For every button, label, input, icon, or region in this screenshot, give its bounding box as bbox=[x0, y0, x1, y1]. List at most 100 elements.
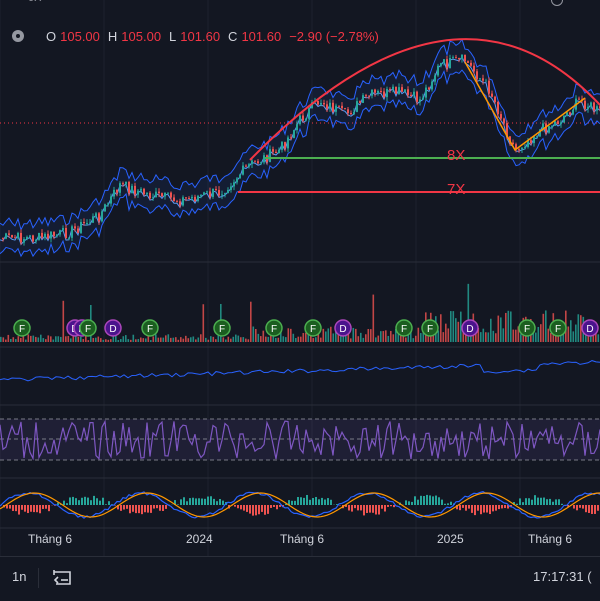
volume-bar bbox=[238, 336, 240, 342]
candle-body bbox=[23, 239, 25, 242]
candle-body bbox=[476, 71, 478, 79]
candle-body bbox=[194, 197, 196, 201]
volume-bar bbox=[8, 335, 10, 342]
volume-bar bbox=[298, 337, 300, 342]
volume-bar bbox=[38, 337, 40, 342]
volume-bar bbox=[438, 330, 440, 342]
volume-bar bbox=[168, 334, 170, 342]
candle-body bbox=[221, 195, 223, 196]
candle-body bbox=[173, 197, 175, 201]
candle-body bbox=[425, 88, 427, 98]
candle-body bbox=[176, 201, 178, 202]
macd-histogram-bar bbox=[87, 498, 89, 505]
candle-body bbox=[551, 126, 553, 127]
volume-bar bbox=[195, 339, 197, 342]
candle-body bbox=[140, 189, 142, 191]
macd-histogram-bar bbox=[45, 505, 47, 509]
volume-bar bbox=[155, 334, 157, 342]
candle-body bbox=[317, 101, 319, 105]
volume-bar bbox=[45, 339, 47, 342]
volume-bar bbox=[290, 329, 292, 342]
candle-body bbox=[164, 193, 166, 197]
candle-body bbox=[365, 95, 367, 96]
volume-bar bbox=[550, 333, 552, 342]
macd-histogram-bar bbox=[165, 505, 167, 509]
candle-body bbox=[383, 91, 385, 97]
volume-bar bbox=[80, 337, 82, 342]
macd-histogram-bar bbox=[249, 505, 251, 514]
candle-body bbox=[281, 142, 283, 150]
candle-body bbox=[305, 119, 307, 121]
candle-body bbox=[323, 103, 325, 104]
volume-bar bbox=[508, 311, 510, 342]
volume-bar bbox=[200, 334, 202, 342]
volume-bar bbox=[540, 324, 542, 342]
interval-button[interactable]: 1n bbox=[12, 569, 26, 584]
candle-body bbox=[29, 235, 31, 237]
volume-bar bbox=[60, 337, 62, 342]
candle-body bbox=[74, 226, 76, 228]
volume-bar bbox=[413, 338, 415, 342]
volume-bar bbox=[25, 340, 27, 342]
candle-body bbox=[269, 149, 271, 162]
macd-histogram-bar bbox=[96, 498, 98, 505]
candle-body bbox=[410, 95, 412, 96]
candle-body bbox=[530, 140, 532, 143]
volume-bar bbox=[83, 339, 85, 342]
note-label-7x: 7X bbox=[447, 181, 465, 198]
macd-histogram-bar bbox=[150, 505, 152, 513]
volume-bar bbox=[148, 336, 150, 342]
event-marker-label: F bbox=[310, 324, 316, 335]
candle-body bbox=[371, 90, 373, 96]
macd-histogram-bar bbox=[441, 500, 443, 505]
volume-bar bbox=[503, 328, 505, 342]
change-value: −2.90 (−2.78%) bbox=[289, 29, 379, 44]
macd-histogram-bar bbox=[459, 505, 461, 510]
candle-body bbox=[284, 142, 286, 148]
macd-histogram-bar bbox=[435, 496, 437, 505]
macd-histogram-bar bbox=[279, 505, 281, 507]
macd-histogram-bar bbox=[372, 505, 374, 513]
volume-bar bbox=[390, 331, 392, 342]
candle-body bbox=[479, 78, 481, 79]
macd-histogram-bar bbox=[489, 505, 491, 514]
x-tick-label: 2025 bbox=[437, 532, 464, 546]
macd-histogram-bar bbox=[261, 505, 263, 512]
macd-histogram-bar bbox=[543, 498, 545, 505]
volume-bar bbox=[370, 329, 372, 342]
macd-histogram-bar bbox=[378, 505, 380, 515]
candle-body bbox=[8, 233, 10, 235]
macd-histogram-bar bbox=[330, 500, 332, 505]
toolbar-divider bbox=[38, 568, 39, 588]
macd-histogram-bar bbox=[159, 505, 161, 511]
candle-body bbox=[212, 189, 214, 197]
volume-bar bbox=[118, 340, 120, 342]
volume-bar bbox=[108, 340, 110, 342]
candle-body bbox=[488, 81, 490, 94]
bar-replay-icon[interactable] bbox=[52, 567, 74, 587]
volume-bar bbox=[115, 336, 117, 342]
candle-body bbox=[218, 190, 220, 195]
candle-body bbox=[437, 66, 439, 76]
volume-bar bbox=[228, 337, 230, 342]
volume-bar bbox=[493, 331, 495, 342]
macd-histogram-bar bbox=[234, 505, 236, 507]
candle-body bbox=[278, 150, 280, 153]
eye-icon[interactable] bbox=[12, 30, 24, 42]
macd-histogram-bar bbox=[582, 505, 584, 509]
macd-histogram-bar bbox=[387, 505, 389, 507]
candle-body bbox=[290, 137, 292, 138]
x-tick-label: Tháng 6 bbox=[528, 532, 572, 546]
candle-body bbox=[203, 192, 205, 195]
volume-bar bbox=[358, 336, 360, 342]
candle-body bbox=[233, 182, 235, 186]
volume-bar bbox=[245, 339, 247, 342]
macd-histogram-bar bbox=[525, 498, 527, 505]
volume-bar bbox=[53, 339, 55, 342]
candle-body bbox=[452, 57, 454, 58]
candle-body bbox=[65, 228, 67, 238]
macd-histogram-bar bbox=[75, 498, 77, 505]
macd-histogram-bar bbox=[462, 505, 464, 508]
volume-bar bbox=[535, 333, 537, 342]
